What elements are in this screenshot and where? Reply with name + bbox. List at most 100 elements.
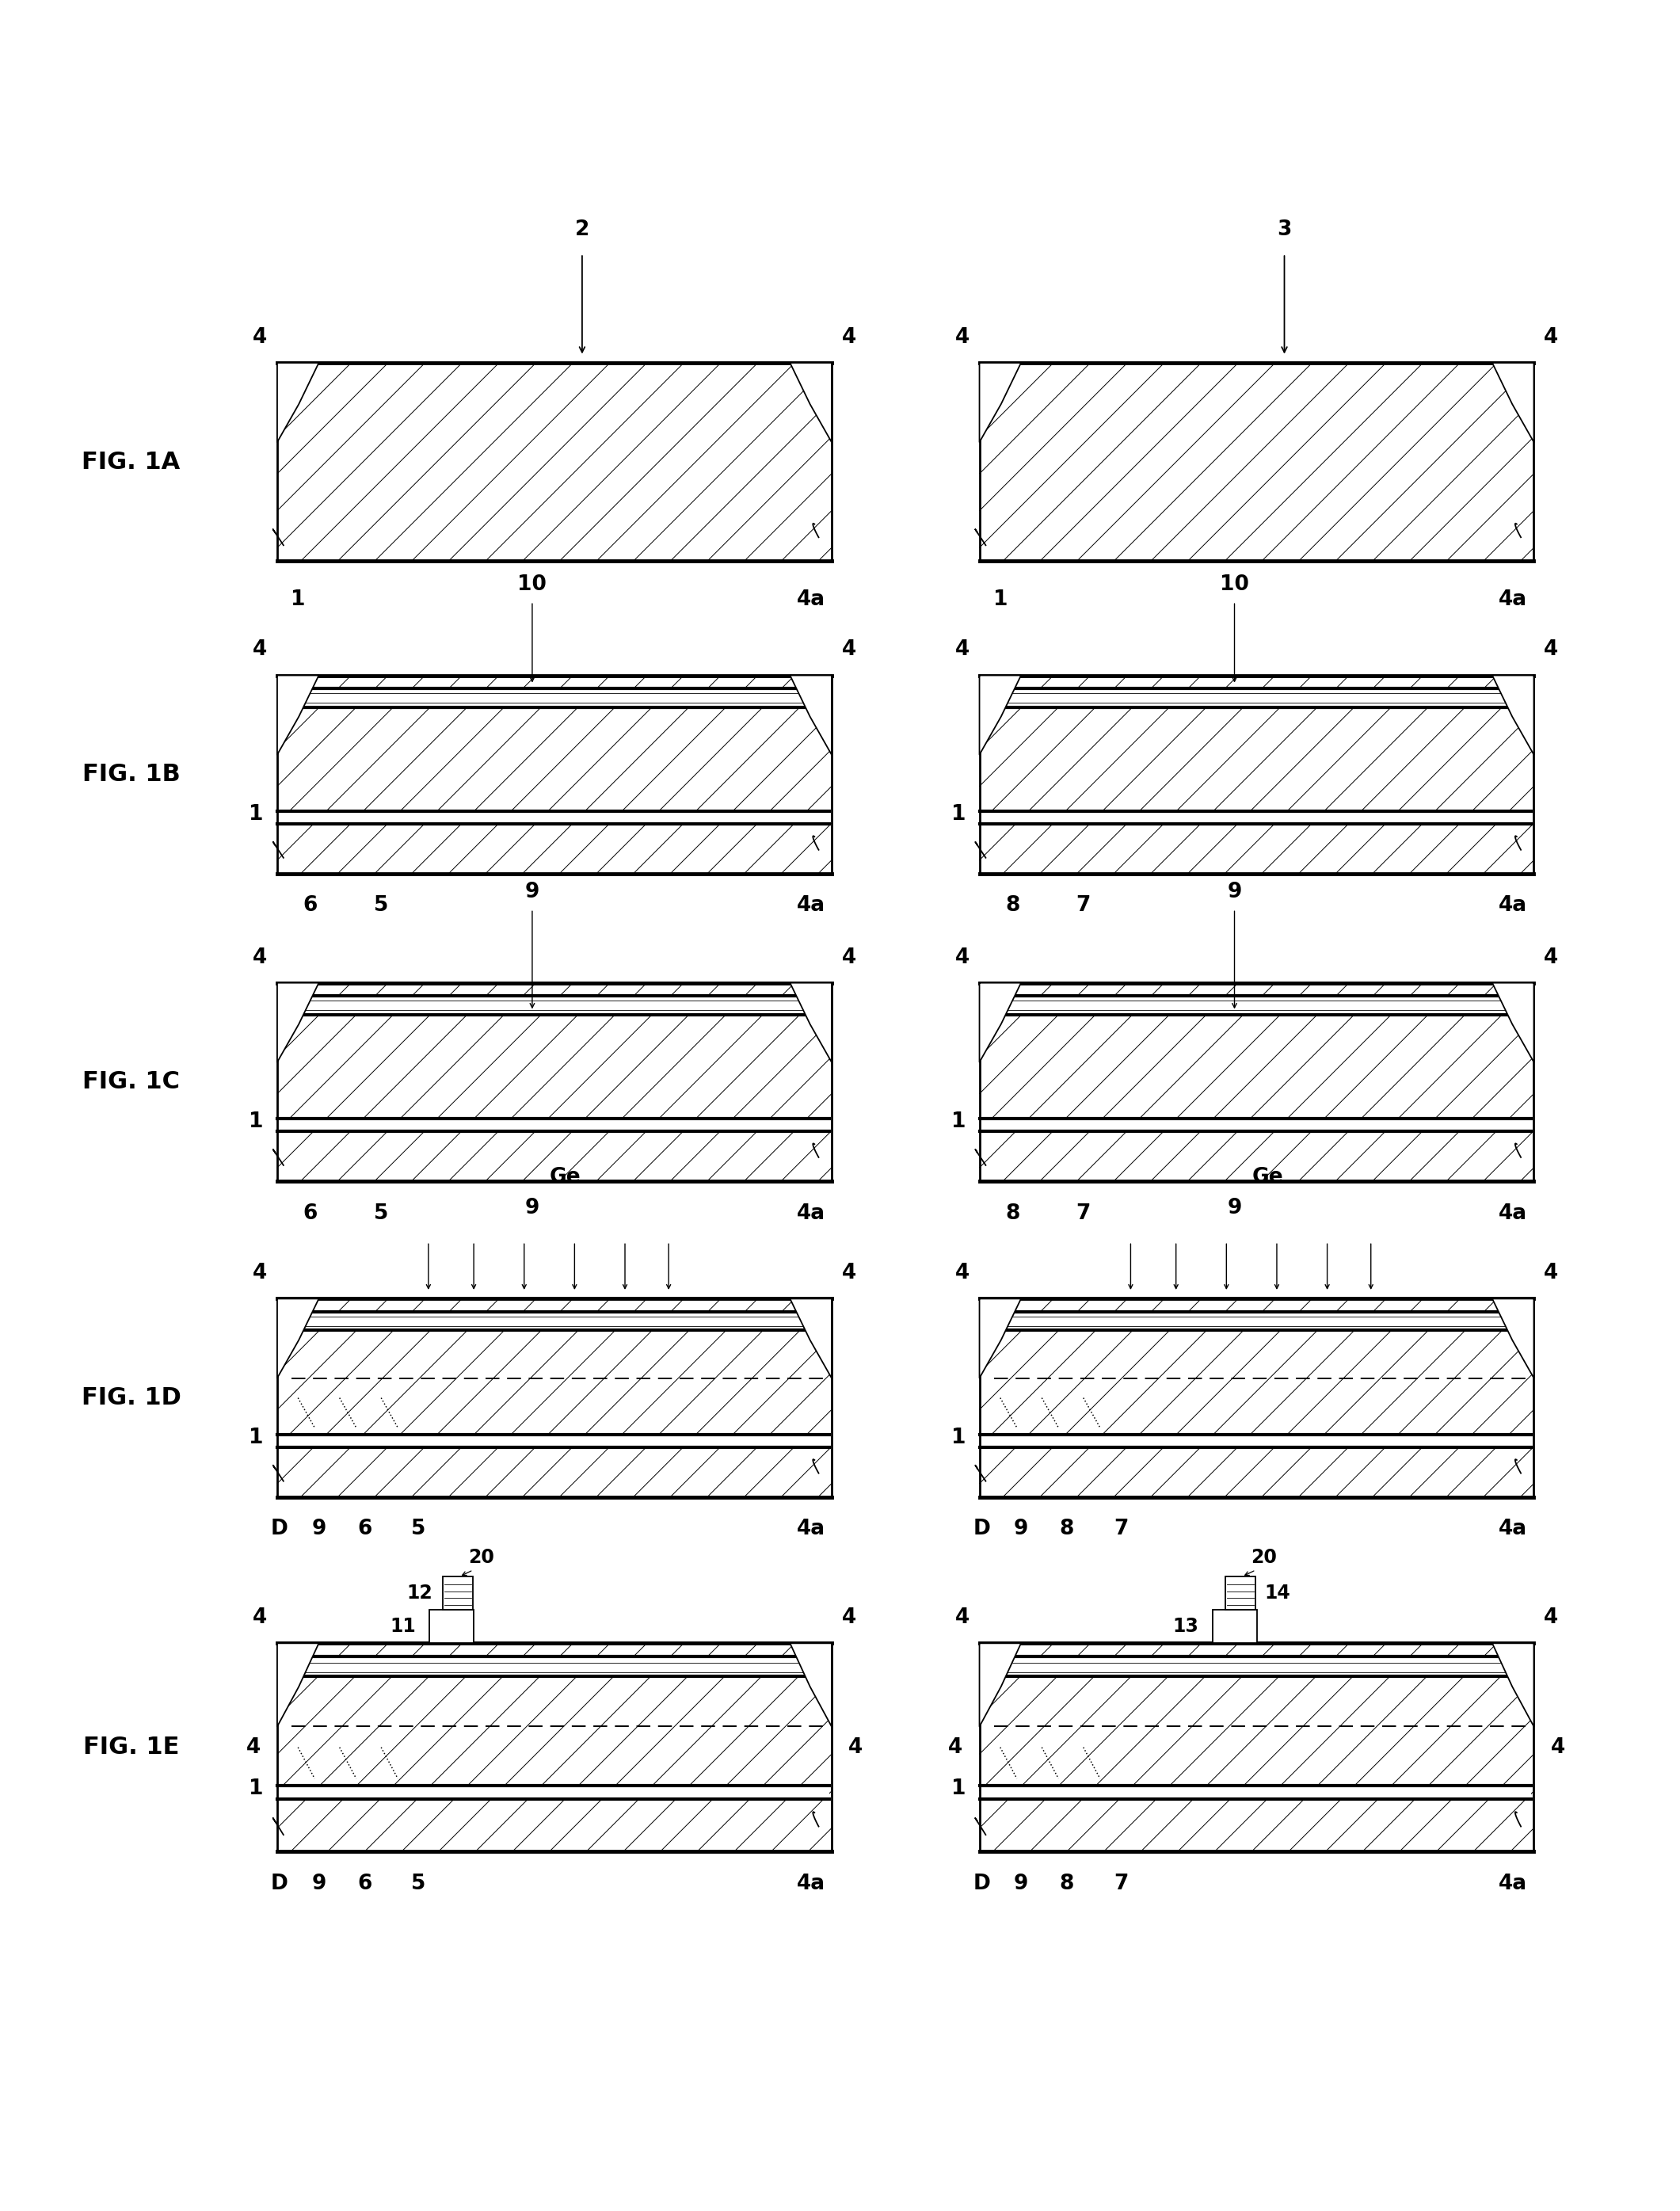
Text: 9: 9 xyxy=(311,1873,326,1895)
Text: 12: 12 xyxy=(407,1583,433,1603)
Bar xyxy=(979,984,1534,1181)
Text: 6: 6 xyxy=(302,895,318,915)
Bar xyxy=(979,1298,1534,1497)
Text: 5: 5 xyxy=(412,1519,425,1539)
Text: 9: 9 xyxy=(1226,1198,1242,1218)
Text: 4: 4 xyxy=(842,946,857,968)
Text: 8: 8 xyxy=(1060,1519,1074,1539)
Text: 4a: 4a xyxy=(1499,895,1527,915)
Bar xyxy=(277,363,832,562)
Bar xyxy=(301,995,815,1015)
Text: Ge: Ge xyxy=(1252,1167,1284,1187)
Polygon shape xyxy=(790,1643,832,1727)
Text: 4: 4 xyxy=(252,946,267,968)
Text: 1: 1 xyxy=(951,805,966,825)
Text: 1: 1 xyxy=(993,590,1008,610)
Text: 7: 7 xyxy=(1114,1873,1127,1895)
Text: 4a: 4a xyxy=(1499,1873,1527,1895)
Text: 4a: 4a xyxy=(796,590,825,610)
Polygon shape xyxy=(790,674,832,754)
Polygon shape xyxy=(790,1298,832,1377)
Text: 4: 4 xyxy=(842,1607,857,1627)
Text: 14: 14 xyxy=(1263,1583,1290,1603)
Text: FIG. 1E: FIG. 1E xyxy=(82,1736,180,1758)
Bar xyxy=(430,1610,474,1643)
Text: 4: 4 xyxy=(1551,1738,1566,1758)
Bar xyxy=(277,811,830,825)
Text: 4a: 4a xyxy=(1499,1203,1527,1223)
Bar xyxy=(277,674,832,873)
Text: 4: 4 xyxy=(954,946,969,968)
Polygon shape xyxy=(790,984,832,1061)
Text: 4: 4 xyxy=(842,1262,857,1285)
Text: 4: 4 xyxy=(954,639,969,661)
Text: 1: 1 xyxy=(951,1778,966,1800)
Bar xyxy=(277,1786,830,1800)
Text: 4: 4 xyxy=(1544,1607,1559,1627)
Polygon shape xyxy=(277,1298,319,1377)
Text: 9: 9 xyxy=(1226,882,1242,902)
Text: 6: 6 xyxy=(302,1203,318,1223)
Text: 1: 1 xyxy=(249,1428,264,1448)
Text: 11: 11 xyxy=(390,1616,417,1636)
Text: 1: 1 xyxy=(951,1428,966,1448)
Text: 4: 4 xyxy=(245,1738,260,1758)
Bar xyxy=(1003,688,1517,708)
Text: 4a: 4a xyxy=(1499,590,1527,610)
Text: 4a: 4a xyxy=(796,1519,825,1539)
Text: 2: 2 xyxy=(575,219,590,241)
Bar xyxy=(301,1311,815,1331)
Text: 4a: 4a xyxy=(1499,1519,1527,1539)
Text: D: D xyxy=(973,1873,990,1895)
Bar xyxy=(277,1643,832,1851)
Text: 4: 4 xyxy=(848,1738,864,1758)
Bar xyxy=(277,984,832,1181)
Polygon shape xyxy=(277,363,319,442)
Text: 7: 7 xyxy=(1114,1519,1127,1539)
Text: 9: 9 xyxy=(1013,1519,1028,1539)
Bar xyxy=(1213,1610,1257,1643)
Text: 7: 7 xyxy=(1077,895,1090,915)
Text: 1: 1 xyxy=(249,1778,264,1800)
Text: FIG. 1D: FIG. 1D xyxy=(81,1386,181,1408)
Bar xyxy=(444,1576,474,1610)
Bar xyxy=(301,688,815,708)
Text: FIG. 1B: FIG. 1B xyxy=(82,763,180,785)
Bar xyxy=(979,1643,1534,1851)
Bar xyxy=(277,1298,832,1497)
Text: 4: 4 xyxy=(1544,327,1559,347)
Text: 9: 9 xyxy=(1013,1873,1028,1895)
Text: 4: 4 xyxy=(954,1262,969,1285)
Text: 9: 9 xyxy=(524,882,539,902)
Text: D: D xyxy=(270,1519,287,1539)
Text: Ge: Ge xyxy=(549,1167,581,1187)
Polygon shape xyxy=(1492,674,1534,754)
Bar xyxy=(979,811,1532,825)
Text: 4: 4 xyxy=(1544,1262,1559,1285)
Polygon shape xyxy=(1492,984,1534,1061)
Polygon shape xyxy=(979,984,1021,1061)
Polygon shape xyxy=(277,674,319,754)
Text: 4a: 4a xyxy=(796,1873,825,1895)
Text: 4: 4 xyxy=(1544,639,1559,661)
Text: 3: 3 xyxy=(1277,219,1292,241)
Polygon shape xyxy=(277,984,319,1061)
Bar xyxy=(1003,1311,1517,1331)
Text: 4: 4 xyxy=(842,327,857,347)
Bar xyxy=(301,1656,815,1676)
Text: D: D xyxy=(270,1873,287,1895)
Bar xyxy=(1003,1656,1517,1676)
Polygon shape xyxy=(1492,1298,1534,1377)
Bar xyxy=(979,1786,1532,1800)
Text: 6: 6 xyxy=(358,1519,371,1539)
Bar xyxy=(1003,995,1517,1015)
Text: 7: 7 xyxy=(1077,1203,1090,1223)
Bar xyxy=(277,1435,830,1448)
Text: 10: 10 xyxy=(517,575,546,595)
Text: 9: 9 xyxy=(311,1519,326,1539)
Polygon shape xyxy=(979,1298,1021,1377)
Polygon shape xyxy=(790,363,832,442)
Text: 1: 1 xyxy=(291,590,306,610)
Text: 10: 10 xyxy=(1220,575,1248,595)
Text: 20: 20 xyxy=(1252,1548,1277,1568)
